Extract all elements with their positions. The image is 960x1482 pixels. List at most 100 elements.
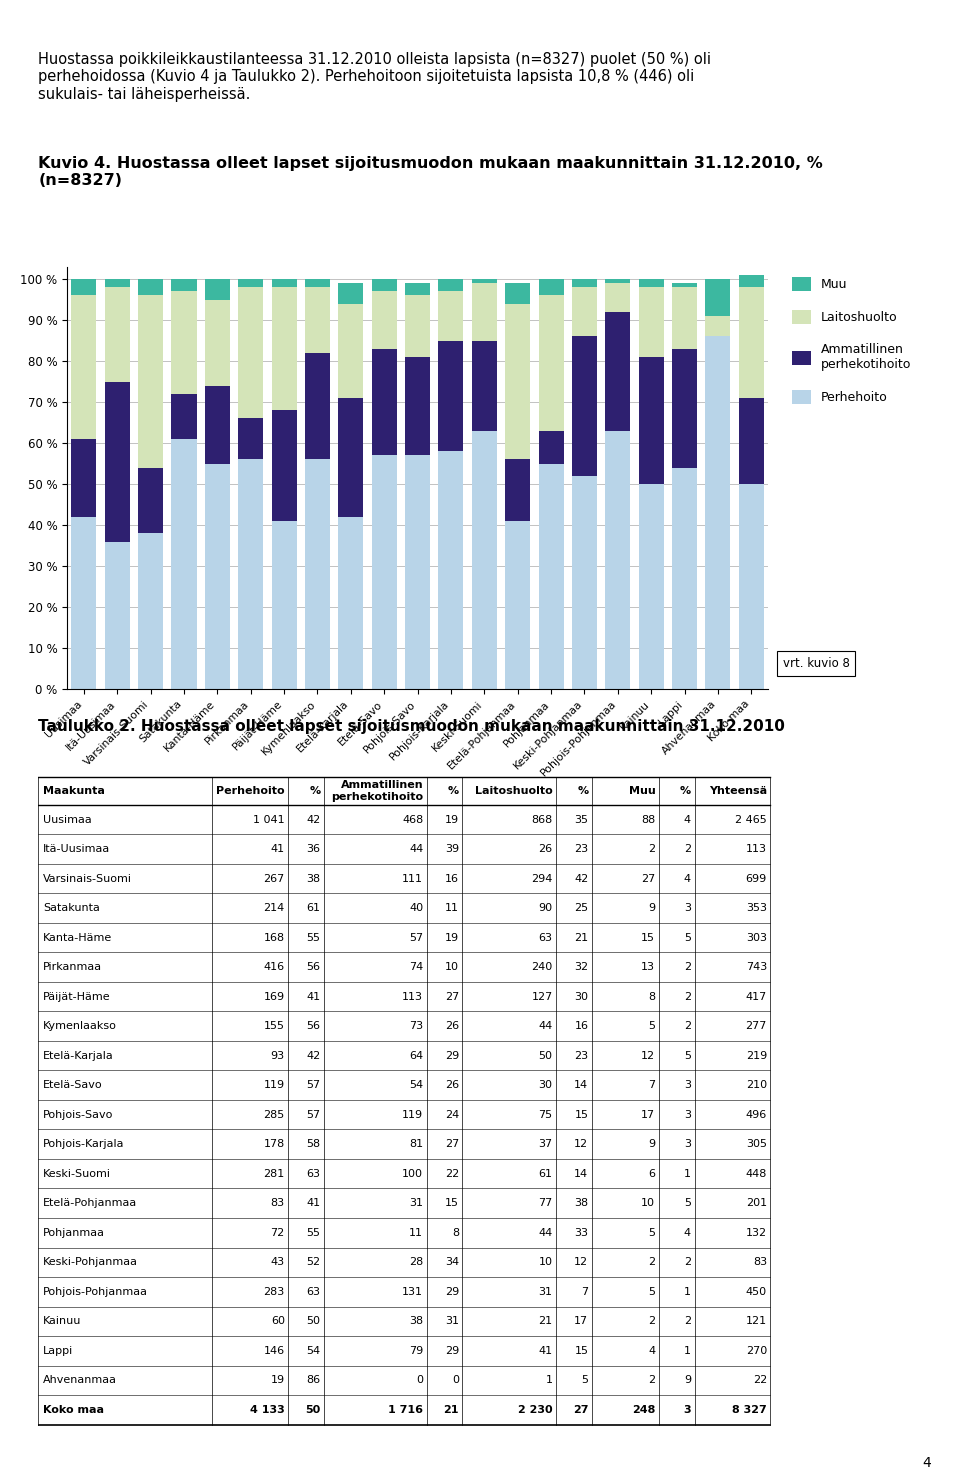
Text: 3: 3 xyxy=(684,1140,691,1149)
Text: 127: 127 xyxy=(532,991,553,1002)
Text: 19: 19 xyxy=(271,1375,285,1386)
Bar xyxy=(338,304,364,399)
Text: Pirkanmaa: Pirkanmaa xyxy=(43,962,102,972)
Text: 50: 50 xyxy=(306,1316,321,1326)
Text: 2 465: 2 465 xyxy=(735,815,767,824)
Text: Etelä-Pohjanmaa: Etelä-Pohjanmaa xyxy=(43,1199,137,1208)
Text: 8 327: 8 327 xyxy=(732,1405,767,1415)
Bar xyxy=(539,295,564,431)
Bar xyxy=(572,288,597,336)
Bar xyxy=(204,299,229,385)
Text: 201: 201 xyxy=(746,1199,767,1208)
Text: 12: 12 xyxy=(641,1051,656,1061)
Text: %: % xyxy=(447,785,459,796)
Text: 74: 74 xyxy=(409,962,423,972)
Bar xyxy=(471,431,497,689)
Bar xyxy=(572,476,597,689)
Text: 4: 4 xyxy=(648,1346,656,1356)
Bar xyxy=(505,283,530,304)
Bar xyxy=(606,311,631,431)
Bar xyxy=(638,485,663,689)
Bar xyxy=(638,357,663,485)
Bar xyxy=(372,348,396,455)
Text: 93: 93 xyxy=(271,1051,285,1061)
Text: 88: 88 xyxy=(641,815,656,824)
Text: 17: 17 xyxy=(641,1110,656,1120)
Text: 294: 294 xyxy=(531,873,553,883)
Bar xyxy=(338,517,364,689)
Bar xyxy=(372,455,396,689)
Text: 29: 29 xyxy=(444,1286,459,1297)
Text: 10: 10 xyxy=(539,1257,553,1267)
Text: 100: 100 xyxy=(402,1169,423,1178)
Text: 41: 41 xyxy=(539,1346,553,1356)
Text: 210: 210 xyxy=(746,1080,767,1091)
Text: 19: 19 xyxy=(444,815,459,824)
Text: Kuvio 4. Huostassa olleet lapset sijoitusmuodon mukaan maakunnittain 31.12.2010,: Kuvio 4. Huostassa olleet lapset sijoitu… xyxy=(38,156,823,188)
Text: 19: 19 xyxy=(444,932,459,943)
Text: 29: 29 xyxy=(444,1051,459,1061)
Text: 14: 14 xyxy=(574,1169,588,1178)
Text: Itä-Uusimaa: Itä-Uusimaa xyxy=(43,845,110,854)
Bar xyxy=(138,468,163,534)
Bar xyxy=(204,279,229,299)
Text: 39: 39 xyxy=(444,845,459,854)
Text: 2: 2 xyxy=(648,1375,656,1386)
Text: 61: 61 xyxy=(539,1169,553,1178)
Text: Satakunta: Satakunta xyxy=(43,903,100,913)
Text: 83: 83 xyxy=(753,1257,767,1267)
Bar xyxy=(272,522,297,689)
Bar xyxy=(706,279,731,316)
Text: 16: 16 xyxy=(444,873,459,883)
Text: 8: 8 xyxy=(648,991,656,1002)
Bar xyxy=(539,279,564,295)
Text: 119: 119 xyxy=(264,1080,285,1091)
Text: 55: 55 xyxy=(306,1227,321,1237)
Bar xyxy=(172,439,197,689)
Text: 42: 42 xyxy=(306,1051,321,1061)
Text: 57: 57 xyxy=(306,1110,321,1120)
Text: 2: 2 xyxy=(648,1316,656,1326)
Text: 2: 2 xyxy=(684,1257,691,1267)
Text: Kainuu: Kainuu xyxy=(43,1316,82,1326)
Text: 155: 155 xyxy=(264,1021,285,1031)
Bar xyxy=(439,292,464,341)
Text: 38: 38 xyxy=(306,873,321,883)
Text: 58: 58 xyxy=(306,1140,321,1149)
Bar xyxy=(105,279,130,288)
Bar xyxy=(572,279,597,288)
Text: 3: 3 xyxy=(684,903,691,913)
Text: 31: 31 xyxy=(409,1199,423,1208)
Text: 12: 12 xyxy=(574,1140,588,1149)
Text: 63: 63 xyxy=(306,1286,321,1297)
Bar xyxy=(272,288,297,411)
Text: 1: 1 xyxy=(684,1169,691,1178)
Text: 10: 10 xyxy=(444,962,459,972)
Text: 3: 3 xyxy=(684,1110,691,1120)
Bar xyxy=(305,288,330,353)
Text: 277: 277 xyxy=(746,1021,767,1031)
Text: 448: 448 xyxy=(746,1169,767,1178)
Text: 36: 36 xyxy=(306,845,321,854)
Text: 60: 60 xyxy=(271,1316,285,1326)
Text: Koko maa: Koko maa xyxy=(43,1405,104,1415)
Text: 11: 11 xyxy=(444,903,459,913)
Bar xyxy=(138,295,163,468)
Bar xyxy=(606,283,631,311)
Bar xyxy=(71,279,96,295)
Text: 26: 26 xyxy=(444,1021,459,1031)
Text: vrt. kuvio 8: vrt. kuvio 8 xyxy=(782,657,850,670)
Text: 4: 4 xyxy=(684,1227,691,1237)
Text: 5: 5 xyxy=(648,1286,656,1297)
Text: 83: 83 xyxy=(271,1199,285,1208)
Text: 26: 26 xyxy=(539,845,553,854)
Text: 281: 281 xyxy=(264,1169,285,1178)
Bar xyxy=(204,385,229,464)
Text: 5: 5 xyxy=(648,1021,656,1031)
Text: 75: 75 xyxy=(539,1110,553,1120)
Text: 15: 15 xyxy=(574,1110,588,1120)
Bar xyxy=(372,279,396,292)
Text: Kymenlaakso: Kymenlaakso xyxy=(43,1021,117,1031)
Text: 23: 23 xyxy=(574,1051,588,1061)
Bar xyxy=(105,541,130,689)
